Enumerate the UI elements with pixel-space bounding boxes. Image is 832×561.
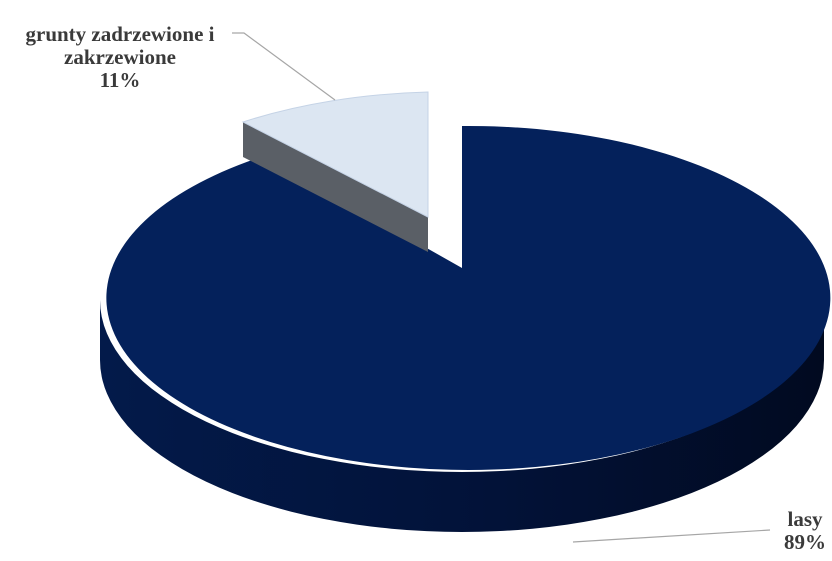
data-label-lasy-percent: 89% xyxy=(784,530,826,554)
leader-line-lasy xyxy=(572,529,771,543)
data-label-lasy-name: lasy xyxy=(787,507,823,531)
data-label-grunty-line1: grunty zadrzewione i xyxy=(26,22,215,46)
pie-slice-grunty-side xyxy=(243,122,428,252)
pie-slice-lasy-side xyxy=(100,300,824,532)
data-label-grunty-line2: zakrzewione xyxy=(64,45,176,69)
data-label-grunty-percent: 11% xyxy=(100,68,141,92)
leader-line-grunty xyxy=(232,32,336,101)
pie-slice-lasy xyxy=(106,125,831,470)
pie-slice-grunty xyxy=(241,91,429,218)
